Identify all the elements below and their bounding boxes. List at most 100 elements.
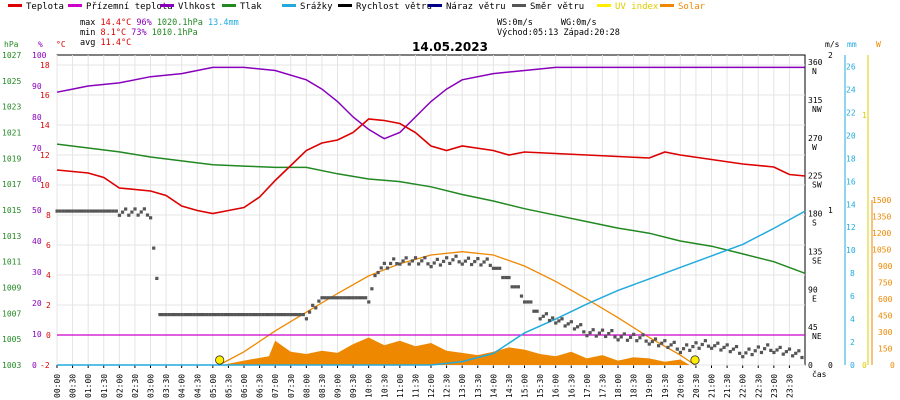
temp-tick-label: 8 [46,211,51,220]
wind-dir-dot [183,313,187,317]
dir-tick-label: NW [812,105,822,114]
wind-dir-dot [111,209,115,213]
x-tick-label: 12:30 [443,374,452,398]
wind-dir-dot [759,350,764,355]
wind-dir-dot [379,266,383,270]
wind-dir-dot [145,213,150,217]
wind-dir-dot [373,274,377,278]
humidity-line [56,66,805,140]
wind-dir-dot [628,335,633,339]
chart-title: 14.05.2023 [412,40,488,54]
wind-dir-dot [632,332,636,336]
wind-dir-dot [716,341,720,345]
wind-dir-dot [395,262,399,266]
wind-dir-dot [613,335,617,339]
wind-dir-dot [201,313,206,317]
mm-tick-label: 4 [850,315,855,324]
legend-label: Teplota [26,2,64,12]
wind-dir-dot [616,338,620,342]
wind-dir-dot [622,332,626,336]
wind-dir-dot [226,313,231,317]
wind-dir-dot [170,313,175,317]
wind-dir-dot [270,313,274,317]
dir-tick-label: 0 [808,361,813,370]
hpa-tick-label: 1015 [2,206,21,215]
wind-dir-dot [89,209,93,213]
hpa-tick-label: 1021 [2,129,21,138]
hpa-tick-label: 1011 [2,258,21,267]
legend-swatch [222,4,236,7]
wind-dir-dot [317,299,321,303]
x-tick-label: 06:30 [256,374,265,398]
wind-dir-dot [694,341,698,345]
wind-dir-dot [441,259,446,264]
legend-label: Srážky [300,2,333,12]
wind-dir-dot [485,257,489,261]
wind-dir-dot [734,344,739,349]
mm-tick-label: 2 [850,338,855,347]
wind-dir-dot [286,313,290,317]
wind-dir-dot [142,207,146,211]
wind-dir-dot [392,257,396,261]
dir-tick-label: SE [812,256,822,265]
w-tick-label: 750 [878,279,893,288]
x-tick-label: 21:00 [708,374,717,398]
wind-dir-dot [635,339,639,343]
wind-dir-dot [504,275,508,280]
wind-dir-dot [594,334,598,338]
x-tick-label: 01:30 [100,374,109,398]
wind-dir-dot [167,313,171,317]
wind-dir-dot [426,262,430,266]
wind-dir-dot [189,313,193,317]
wind-dir-dot [435,257,439,261]
wind-dir-dot [697,346,701,350]
ms-tick-label: 0 [828,361,833,370]
wind-dir-dot [273,313,277,317]
x-tick-label: 02:00 [115,374,124,398]
legend-item-9: Solar [660,2,705,12]
wind-dir-dot [532,309,536,313]
wind-dir-dot [725,343,729,347]
temp-tick-label: 4 [46,271,51,280]
wind-dir-dot [71,209,75,213]
wind-dir-dot [304,317,309,321]
uv-tick-label: 0 [862,361,867,370]
x-tick-label: 01:00 [84,374,93,398]
mm-tick-label: 14 [846,200,856,209]
wind-dir-dot [102,209,106,213]
wind-dir-dot [669,343,673,347]
legend-item-8: UV index [597,2,658,12]
wind-dir-dot [473,259,477,264]
wind-dir-dot [130,210,134,214]
wind-dir-dot [794,351,798,355]
pct-tick-label: 60 [32,175,42,184]
wind-dir-dot [772,350,776,355]
w-tick-label: 150 [878,345,893,354]
wind-dir-dot [417,262,421,266]
wind-dir-dot [155,276,159,281]
hpa-tick-label: 1003 [2,361,21,370]
wind-dir-dot [448,261,452,266]
dir-tick-label: E [812,294,817,303]
w-tick-label: 1350 [872,213,891,222]
hpa-tick-label: 1005 [2,335,21,344]
x-tick-label: 22:00 [739,374,748,398]
wind-dir-dot [136,213,140,217]
legend-item-5: Rychlost větru [338,2,432,12]
mm-tick-label: 26 [846,62,856,71]
pct-tick-label: 20 [32,299,42,308]
x-tick-label: 00:00 [53,374,62,398]
wind-dir-dot [364,296,368,300]
solar-theoretical-line [218,251,696,366]
x-tick-label: 19:30 [661,374,670,398]
x-tick-label: 19:00 [645,374,654,398]
dir-tick-label: N [812,67,817,76]
wind-dir-dot [248,313,252,317]
x-tick-label: 14:00 [489,374,498,398]
legend-item-2: Vlhkost [160,2,216,12]
mm-tick-label: 22 [846,108,856,117]
wind-dir-dot [513,285,517,289]
temp-tick-label: 0 [46,331,51,340]
wind-dir-dot [164,313,168,317]
wind-dir-dot [301,313,305,317]
